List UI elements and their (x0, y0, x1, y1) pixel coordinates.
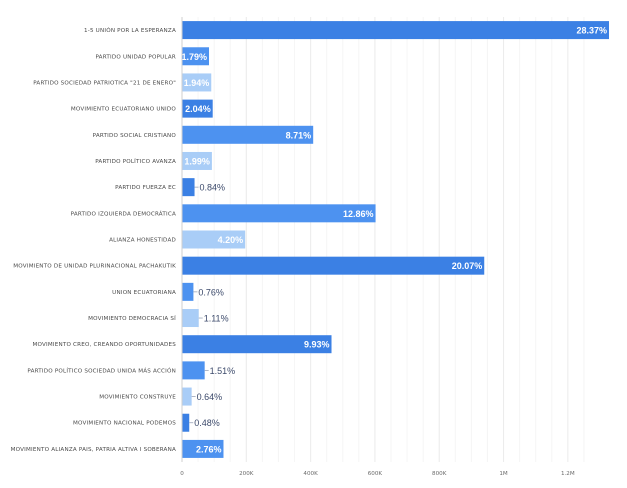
bar[interactable] (182, 387, 192, 406)
category-label: MOVIMIENTO CONSTRUYE (99, 395, 176, 401)
category-label: PARTIDO SOCIEDAD PATRIOTICA "21 DE ENERO… (33, 80, 176, 86)
bar[interactable] (182, 309, 199, 328)
x-tick-label: 1M (499, 471, 508, 477)
bars (182, 21, 610, 458)
bar[interactable] (182, 204, 376, 223)
bar[interactable] (182, 361, 205, 380)
value-labels: 28.37% 1.79% 1.94% 2.04% 8.71% 1.99% 0.84% 12.8… (181, 26, 607, 455)
value-label: 9.93% (304, 340, 330, 350)
category-label: MOVIMIENTO DEMOCRACIA SÍ (88, 315, 176, 322)
bar[interactable] (182, 230, 246, 249)
x-tick-label: 200K (239, 471, 254, 477)
value-label: 28.37% (576, 26, 607, 36)
value-label: 0.48% (194, 418, 220, 428)
value-label: 2.76% (196, 444, 222, 454)
x-tick-label: 0 (180, 471, 184, 477)
category-label: PARTIDO SOCIAL CRISTIANO (93, 133, 177, 139)
category-label: PARTIDO POLÍTICO SOCIEDAD UNIDA MÁS ACCI… (27, 367, 176, 374)
bar[interactable] (182, 151, 212, 170)
value-label: 4.20% (218, 235, 244, 245)
value-label: 12.86% (343, 209, 374, 219)
bar[interactable] (182, 256, 485, 275)
value-label: 1.79% (181, 52, 207, 62)
bar[interactable] (182, 125, 314, 144)
value-label: 0.64% (197, 392, 223, 402)
category-label: PARTIDO IZQUIERDA DEMOCRÁTICA (71, 210, 176, 217)
category-label: PARTIDO POLÍTICO AVANZA (95, 158, 176, 165)
category-label: MOVIMIENTO DE UNIDAD PLURINACIONAL PACHA… (13, 264, 176, 270)
bar[interactable] (182, 282, 194, 301)
category-label: PARTIDO UNIDAD POPULAR (95, 54, 176, 60)
x-tick-label: 800K (432, 471, 447, 477)
x-tick-label: 1.2M (561, 471, 575, 477)
x-axis-tick-labels: 0 200K 400K 600K 800K 1M 1.2M (180, 471, 575, 477)
value-label: 1.11% (204, 314, 229, 324)
category-label: MOVIMIENTO ALIANZA PAIS, PATRIA ALTIVA I… (11, 447, 176, 453)
category-label: UNION ECUATORIANA (112, 290, 176, 296)
bar[interactable] (182, 47, 210, 66)
category-label: MOVIMIENTO ECUATORIANO UNIDO (71, 107, 177, 113)
bar[interactable] (182, 413, 190, 432)
bar[interactable] (182, 439, 224, 458)
value-label: 1.99% (184, 156, 210, 166)
category-labels: 1-5 UNIÓN POR LA ESPERANZA PARTIDO UNIDAD… (11, 27, 177, 453)
value-label: 2.04% (185, 104, 211, 114)
value-label: 0.84% (200, 183, 226, 193)
bar[interactable] (182, 335, 332, 354)
bar[interactable] (182, 99, 213, 118)
value-label: 0.76% (198, 287, 224, 297)
bar[interactable] (182, 21, 610, 40)
gridlines (197, 17, 585, 462)
value-label: 1.94% (184, 78, 210, 88)
category-label: MOVIMIENTO NACIONAL PODEMOS (73, 421, 176, 427)
category-label: PARTIDO FUERZA EC (115, 185, 176, 191)
value-label: 20.07% (452, 261, 483, 271)
x-tick-label: 600K (368, 471, 383, 477)
category-label: MOVIMIENTO CREO, CREANDO OPORTUNIDADES (32, 342, 176, 348)
category-label: 1-5 UNIÓN POR LA ESPERANZA (84, 27, 176, 34)
bar[interactable] (182, 73, 212, 92)
value-label: 1.51% (210, 366, 236, 376)
value-label: 8.71% (286, 130, 312, 140)
x-tick-label: 400K (303, 471, 318, 477)
category-label: ALIANZA HONESTIDAD (109, 238, 176, 244)
bar[interactable] (182, 178, 195, 197)
